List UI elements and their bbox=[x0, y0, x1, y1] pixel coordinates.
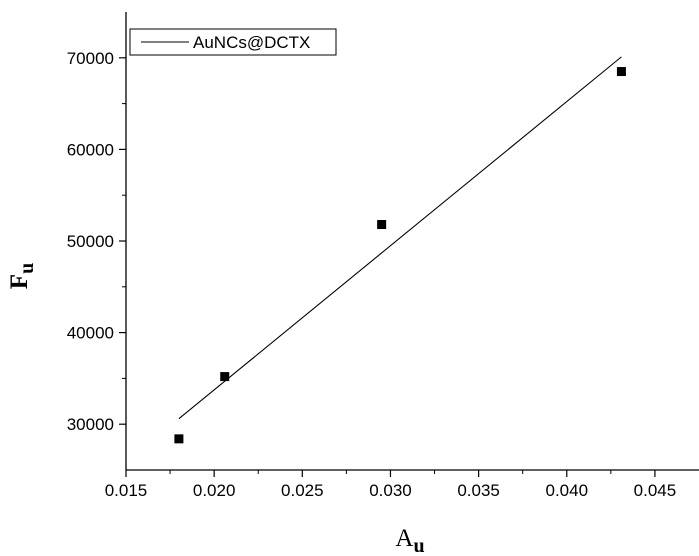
x-tick-label: 0.035 bbox=[457, 481, 500, 500]
x-axis-title-main: A bbox=[395, 525, 413, 552]
x-tick-label: 0.040 bbox=[545, 481, 588, 500]
data-point bbox=[616, 67, 626, 77]
x-axis-title: Au bbox=[395, 525, 424, 556]
y-axis-title-subscript: u bbox=[16, 263, 38, 274]
y-axis-title-group: Fu bbox=[6, 263, 38, 289]
fit-line bbox=[178, 56, 622, 420]
y-tick-label: 30000 bbox=[67, 415, 114, 434]
legend: AuNCs@DCTX bbox=[129, 28, 337, 56]
data-point bbox=[377, 220, 387, 230]
data-points bbox=[174, 67, 626, 444]
data-point bbox=[174, 434, 184, 444]
y-tick-label: 40000 bbox=[67, 324, 114, 343]
tick-labels: 0.015 0.020 0.025 0.030 0.035 0.040 0.045 30000… bbox=[67, 49, 676, 500]
x-tick-label: 0.015 bbox=[105, 481, 148, 500]
y-tick-label: 60000 bbox=[67, 140, 114, 159]
legend-label: AuNCs@DCTX bbox=[193, 33, 310, 52]
ticks bbox=[119, 57, 656, 477]
x-tick-label: 0.030 bbox=[369, 481, 412, 500]
x-tick-label: 0.025 bbox=[281, 481, 324, 500]
y-tick-label: 70000 bbox=[67, 49, 114, 68]
fit-line-layer bbox=[178, 56, 622, 420]
axes bbox=[125, 12, 699, 471]
y-axis-title: Fu bbox=[6, 263, 38, 289]
x-tick-label: 0.020 bbox=[193, 481, 236, 500]
x-tick-label: 0.045 bbox=[634, 481, 677, 500]
y-tick-label: 50000 bbox=[67, 232, 114, 251]
x-axis-title-subscript: u bbox=[413, 535, 424, 556]
y-axis-title-main: F bbox=[6, 274, 33, 289]
data-point bbox=[220, 372, 230, 382]
